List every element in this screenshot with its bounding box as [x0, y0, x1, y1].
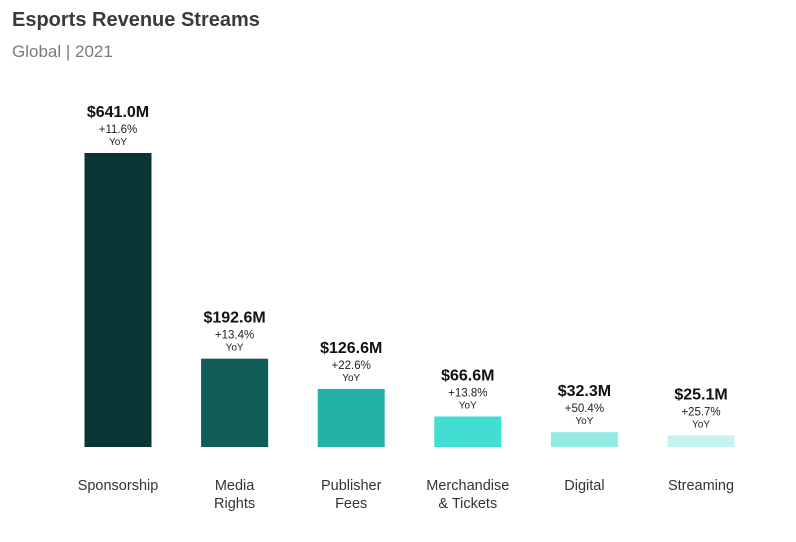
value-label: $25.1M	[674, 386, 727, 403]
yoy-label: YoY	[692, 419, 710, 430]
yoy-change-label: +11.6%	[99, 124, 137, 136]
category-label: Publisher	[321, 478, 382, 494]
chart-subtitle: Global | 2021	[12, 42, 113, 61]
category-label: Streaming	[668, 478, 734, 494]
chart-title: Esports Revenue Streams	[12, 9, 260, 31]
bar	[201, 358, 269, 447]
category-label: Merchandise	[426, 478, 509, 494]
bar	[667, 435, 735, 447]
category-label: Sponsorship	[78, 478, 159, 494]
bar	[550, 432, 618, 447]
yoy-label: YoY	[342, 373, 360, 384]
bar	[317, 388, 385, 447]
yoy-label: YoY	[459, 400, 477, 411]
category-label: & Tickets	[438, 496, 497, 512]
category-label: Rights	[214, 496, 255, 512]
bar	[434, 416, 502, 447]
value-label: $192.6M	[203, 310, 265, 327]
yoy-change-label: +13.8%	[448, 387, 487, 399]
yoy-label: YoY	[226, 343, 244, 354]
value-label: $126.6M	[320, 340, 382, 357]
value-label: $66.6M	[441, 367, 494, 384]
yoy-change-label: +50.4%	[565, 403, 604, 415]
value-label: $32.3M	[558, 383, 611, 400]
yoy-label: YoY	[109, 137, 127, 148]
category-label: Digital	[564, 478, 604, 494]
value-label: $641.0M	[87, 104, 149, 121]
yoy-label: YoY	[575, 416, 593, 427]
yoy-change-label: +13.4%	[215, 330, 254, 342]
category-label: Media	[215, 478, 255, 494]
yoy-change-label: +22.6%	[332, 360, 371, 372]
yoy-change-label: +25.7%	[681, 406, 720, 418]
category-label: Fees	[335, 496, 367, 512]
bar	[84, 153, 152, 447]
